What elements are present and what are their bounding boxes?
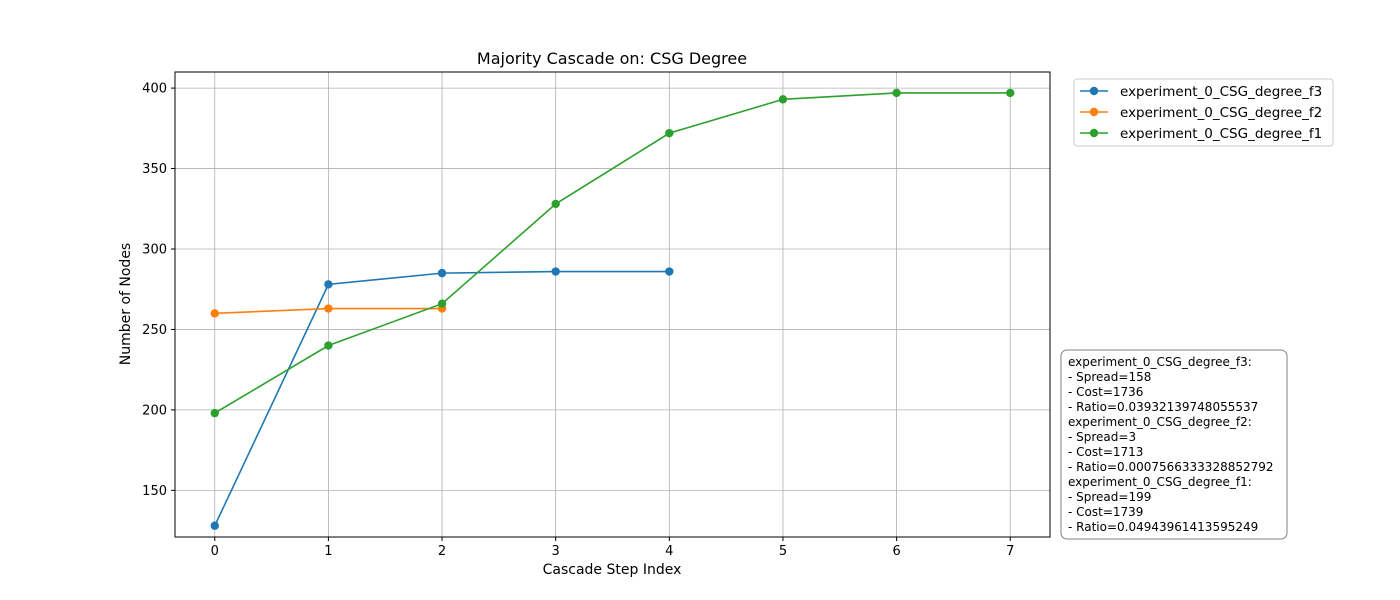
series-experiment_0_CSG_degree_f3	[210, 267, 674, 530]
series-line	[214, 92, 1011, 414]
y-tick-label: 150	[142, 484, 167, 499]
stats-line: experiment_0_CSG_degree_f3:	[1068, 355, 1252, 369]
x-tick-label: 7	[1006, 544, 1014, 559]
data-point	[892, 88, 901, 98]
x-tick-label: 4	[665, 544, 673, 559]
x-tick-label: 2	[438, 544, 446, 559]
data-point	[665, 128, 674, 138]
stats-line: experiment_0_CSG_degree_f1:	[1068, 475, 1252, 489]
stats-line: - Cost=1736	[1068, 385, 1143, 399]
legend-swatch-marker	[1089, 107, 1099, 117]
stats-line: experiment_0_CSG_degree_f2:	[1068, 415, 1252, 429]
x-tick-label: 5	[779, 544, 787, 559]
y-tick-label: 200	[142, 403, 167, 418]
stats-box: experiment_0_CSG_degree_f3:- Spread=158-…	[1060, 349, 1288, 540]
series-experiment_0_CSG_degree_f2	[210, 304, 447, 318]
chart-title: Majority Cascade on: CSG Degree	[477, 49, 747, 68]
series-experiment_0_CSG_degree_f1	[210, 88, 1015, 418]
stats-line: - Ratio=0.04943961413595249	[1068, 520, 1258, 534]
data-point	[324, 341, 333, 350]
data-point	[210, 408, 219, 418]
x-tick-label: 0	[211, 544, 219, 559]
legend-swatch-marker	[1089, 128, 1099, 138]
legend-frame	[1073, 78, 1334, 147]
series-layer	[210, 88, 1015, 530]
stats-line: - Ratio=0.03932139748055537	[1068, 400, 1258, 414]
stats-line: - Spread=3	[1068, 430, 1136, 444]
data-point	[324, 304, 333, 313]
legend: experiment_0_CSG_degree_f3 experiment_0_C…	[1073, 78, 1334, 147]
data-point	[551, 199, 560, 209]
y-tick-label: 300	[142, 242, 167, 257]
stats-line: - Cost=1713	[1068, 445, 1143, 459]
x-axis-title: Cascade Step Index	[543, 562, 682, 578]
legend-label: experiment_0_CSG_degree_f1	[1120, 126, 1322, 142]
plot-frame	[174, 71, 1051, 538]
data-point	[437, 268, 447, 278]
legend-item: experiment_0_CSG_degree_f1	[1080, 126, 1322, 142]
stats-line: - Cost=1739	[1068, 505, 1143, 519]
stats-box-frame	[1060, 349, 1288, 540]
data-point	[324, 280, 333, 289]
x-tick-label: 6	[892, 544, 900, 559]
stats-line: - Spread=199	[1068, 490, 1151, 504]
x-axis: 0 1 2 3 4 5 6 7	[211, 537, 1014, 559]
data-point	[210, 521, 219, 530]
legend-label: experiment_0_CSG_degree_f2	[1120, 105, 1322, 121]
legend-swatch-marker	[1089, 86, 1099, 96]
y-axis: 150 200 250 300 350 400	[142, 82, 175, 499]
y-axis-title: Number of Nodes	[118, 243, 134, 365]
stats-line: - Spread=158	[1068, 370, 1151, 384]
stats-line: - Ratio=0.0007566333328852792	[1068, 460, 1274, 474]
y-tick-label: 400	[142, 82, 167, 97]
legend-label: experiment_0_CSG_degree_f3	[1120, 84, 1322, 100]
data-point	[437, 299, 447, 308]
data-point	[551, 267, 560, 276]
data-point	[210, 309, 219, 318]
data-point	[778, 95, 788, 104]
y-tick-label: 350	[142, 162, 167, 177]
grid	[175, 72, 1050, 537]
legend-item: experiment_0_CSG_degree_f2	[1080, 105, 1322, 121]
x-tick-label: 1	[324, 544, 332, 559]
data-point	[665, 267, 674, 276]
legend-item: experiment_0_CSG_degree_f3	[1080, 84, 1322, 100]
data-point	[1006, 88, 1015, 98]
y-tick-label: 250	[142, 323, 167, 338]
x-tick-label: 3	[552, 544, 560, 559]
